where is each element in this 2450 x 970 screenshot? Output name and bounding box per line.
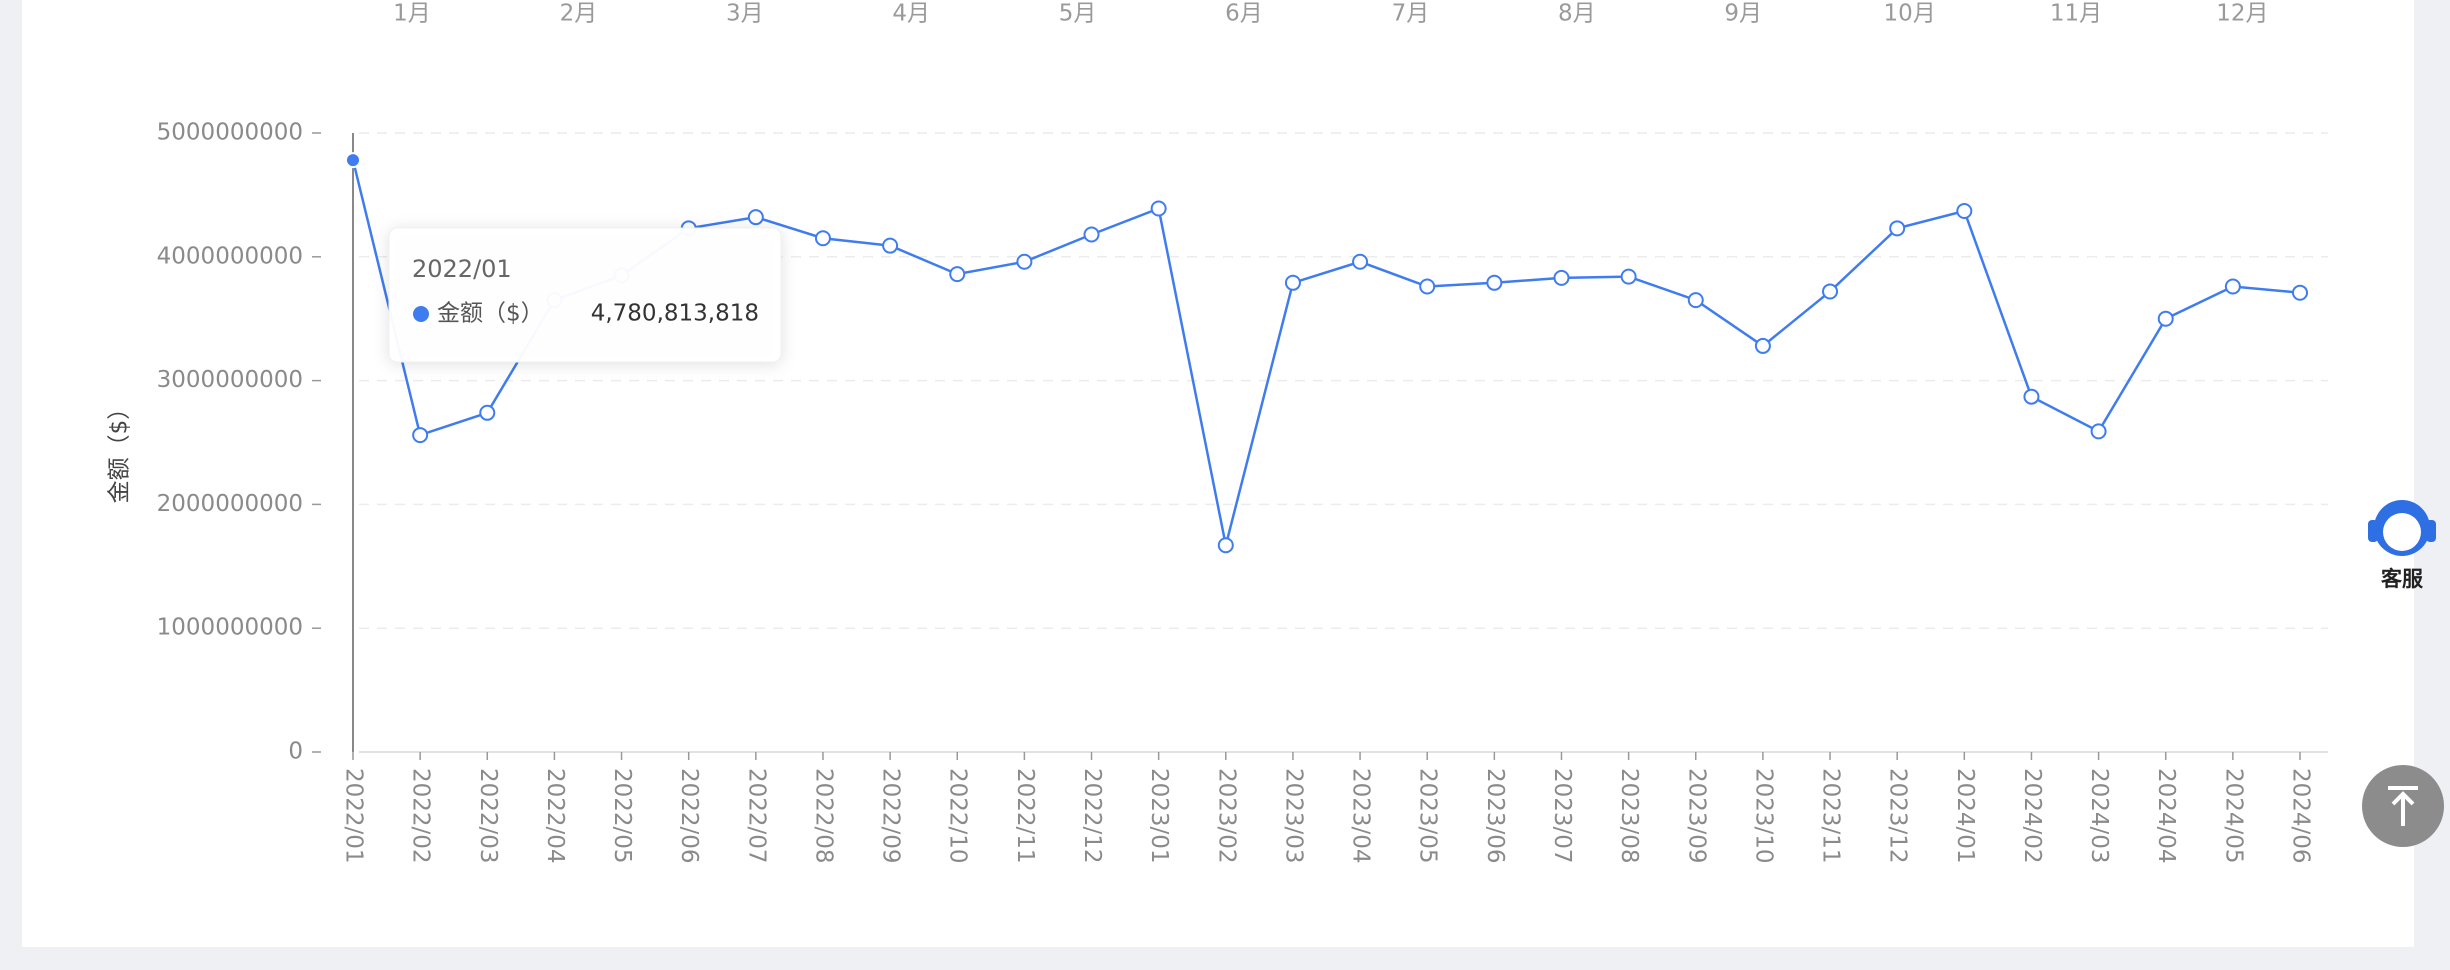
x-tick-label: 2023/02 — [1213, 768, 1239, 864]
y-axis-title: 金额（$） — [107, 397, 133, 504]
x-tick-label: 2023/03 — [1280, 768, 1306, 864]
month-label: 12月 — [2216, 1, 2268, 27]
point — [345, 152, 361, 169]
point — [2090, 423, 2107, 440]
point — [1284, 274, 1301, 291]
point — [1083, 226, 1100, 243]
point — [1754, 337, 1771, 354]
x-tick-label: 2023/01 — [1146, 768, 1172, 864]
x-tick-label: 2023/05 — [1415, 768, 1441, 864]
month-label: 6月 — [1225, 1, 1263, 27]
y-tick-label: 2000000000 — [157, 491, 303, 517]
point — [2023, 388, 2040, 405]
x-tick-label: 2023/08 — [1616, 768, 1642, 864]
x-tick-label: 2022/08 — [810, 768, 836, 864]
month-label: 5月 — [1059, 1, 1097, 27]
x-tick-label: 2024/03 — [2086, 768, 2112, 864]
month-label: 7月 — [1392, 1, 1430, 27]
point — [1553, 269, 1570, 286]
point — [2224, 278, 2241, 295]
point — [412, 427, 429, 444]
x-tick-label: 2023/12 — [1885, 768, 1911, 864]
x-tick-label: 2022/06 — [676, 768, 702, 864]
service-ear — [2368, 520, 2378, 542]
month-label: 1月 — [393, 1, 431, 27]
point — [1419, 278, 1436, 295]
tooltip-value: 4,780,813,818 — [591, 301, 759, 327]
point — [747, 209, 764, 226]
point — [1956, 202, 1973, 219]
x-tick-label: 2022/01 — [341, 768, 367, 864]
point — [1150, 200, 1167, 217]
x-tick-label: 2023/09 — [1683, 768, 1709, 864]
month-label: 11月 — [2050, 1, 2102, 27]
x-tick-label: 2023/06 — [1482, 768, 1508, 864]
x-tick-label: 2024/04 — [2153, 768, 2179, 864]
point — [1687, 292, 1704, 309]
x-tick-label: 2022/05 — [609, 768, 635, 864]
month-label: 3月 — [726, 1, 764, 27]
service-widget[interactable]: 客服 — [2368, 500, 2436, 591]
point — [1620, 268, 1637, 285]
point — [1822, 283, 1839, 300]
service-face — [2383, 513, 2421, 551]
point — [1889, 220, 1906, 237]
x-tick-label: 2023/04 — [1348, 768, 1374, 864]
month-label: 8月 — [1558, 1, 1596, 27]
point — [479, 404, 496, 421]
x-tick-label: 2024/05 — [2220, 768, 2246, 864]
x-tick-label: 2022/02 — [408, 768, 434, 864]
back-to-top[interactable] — [2362, 765, 2444, 847]
point — [949, 266, 966, 283]
month-label: 10月 — [1883, 1, 1935, 27]
x-tick-label: 2022/10 — [945, 768, 971, 864]
tooltip-series: 金额（$） — [437, 301, 544, 327]
y-tick-label: 3000000000 — [157, 367, 303, 393]
x-tick-label: 2024/02 — [2019, 768, 2045, 864]
card — [22, 0, 2414, 947]
point — [1217, 537, 1234, 554]
y-tick-label: 1000000000 — [157, 615, 303, 641]
tooltip: 2022/01 金额（$） 4,780,813,818 — [388, 227, 782, 363]
back-to-top-head — [2391, 791, 2415, 806]
x-tick-label: 2024/01 — [1952, 768, 1978, 864]
service-ear — [2426, 520, 2436, 542]
tooltip-title: 2022/01 — [412, 255, 512, 283]
x-tick-label: 2024/06 — [2288, 768, 2314, 864]
month-label: 9月 — [1724, 1, 1762, 27]
x-tick-label: 2023/07 — [1549, 768, 1575, 864]
point — [2157, 310, 2174, 327]
point — [2292, 284, 2308, 301]
y-tick-label: 0 — [288, 739, 303, 765]
x-tick-label: 2022/07 — [743, 768, 769, 864]
tooltip-box — [388, 227, 782, 363]
service-label[interactable]: 客服 — [2381, 567, 2424, 591]
x-tick-label: 2023/10 — [1750, 768, 1776, 864]
month-label: 4月 — [892, 1, 930, 27]
point — [1352, 253, 1369, 270]
y-tick-label: 4000000000 — [157, 243, 303, 269]
month-label: 2月 — [560, 1, 598, 27]
tooltip-dot — [413, 306, 429, 322]
x-tick-label: 2022/03 — [475, 768, 501, 864]
x-tick-label: 2022/12 — [1079, 768, 1105, 864]
point — [882, 237, 899, 254]
x-tick-label: 2022/04 — [542, 768, 568, 864]
x-tick-label: 2023/11 — [1818, 768, 1844, 864]
point — [1486, 274, 1503, 291]
point — [814, 230, 831, 247]
x-tick-label: 2022/09 — [878, 768, 904, 864]
x-tick-label: 2022/11 — [1012, 768, 1038, 864]
y-tick-label: 5000000000 — [157, 120, 303, 146]
point — [1016, 253, 1033, 270]
